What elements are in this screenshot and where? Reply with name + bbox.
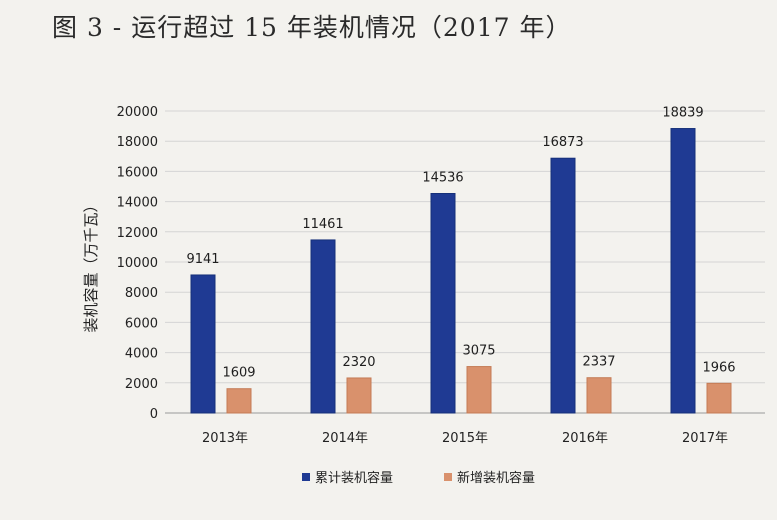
- y-tick-label: 14000: [117, 196, 158, 211]
- y-tick-label: 8000: [125, 286, 158, 301]
- data-label: 11461: [302, 217, 343, 232]
- x-axis-ticks: 2013年 2014年 2015年 2016年 2017年: [202, 431, 728, 446]
- figure-title: 图 3 - 运行超过 15 年装机情况（2017 年）: [52, 13, 572, 42]
- legend-swatch: [302, 473, 310, 481]
- x-tick-label: 2014年: [322, 431, 368, 446]
- bar-new-1: [346, 377, 372, 414]
- data-label: 2337: [582, 355, 615, 370]
- y-tick-label: 2000: [125, 377, 158, 392]
- x-tick-label: 2016年: [562, 431, 608, 446]
- grid-lines: [165, 110, 765, 414]
- legend-label: 新增装机容量: [457, 470, 535, 486]
- bar-new-3: [586, 377, 612, 414]
- legend-swatch: [444, 473, 452, 481]
- y-axis-ticks: 0 2000 4000 6000 8000 10000 12000 14000 16000 180…: [117, 105, 158, 422]
- data-label: 16873: [542, 135, 583, 150]
- y-tick-label: 4000: [125, 347, 158, 362]
- data-label: 9141: [186, 252, 219, 267]
- y-tick-label: 6000: [125, 316, 158, 331]
- y-tick-label: 18000: [117, 135, 158, 150]
- data-label: 1966: [702, 360, 735, 375]
- x-tick-label: 2017年: [682, 431, 728, 446]
- y-axis-label: 装机容量（万千瓦）: [82, 197, 100, 332]
- data-label: 3075: [462, 344, 495, 359]
- legend: 累计装机容量 新增装机容量: [302, 470, 535, 486]
- bar-cumulative-2: [430, 193, 456, 414]
- x-tick-label: 2015年: [442, 431, 488, 446]
- legend-label: 累计装机容量: [315, 470, 393, 486]
- bar-cumulative-1: [310, 239, 336, 414]
- data-label: 2320: [342, 355, 375, 370]
- x-tick-label: 2013年: [202, 431, 248, 446]
- bar-new-4: [706, 382, 732, 414]
- y-tick-label: 12000: [117, 226, 158, 241]
- bar-cumulative-3: [550, 157, 576, 414]
- data-label: 1609: [222, 366, 255, 381]
- data-label: 14536: [422, 171, 463, 186]
- bar-cumulative-0: [190, 274, 216, 414]
- y-tick-label: 0: [150, 407, 158, 422]
- bar-cumulative-4: [670, 128, 696, 414]
- data-label: 18839: [662, 106, 703, 121]
- y-tick-label: 16000: [117, 165, 158, 180]
- y-tick-label: 10000: [117, 256, 158, 271]
- y-tick-label: 20000: [117, 105, 158, 120]
- bars: 9141 1609 11461 2320 14536 3075 16873 2337 18839…: [186, 106, 736, 414]
- bar-new-2: [466, 366, 492, 414]
- bar-new-0: [226, 388, 252, 414]
